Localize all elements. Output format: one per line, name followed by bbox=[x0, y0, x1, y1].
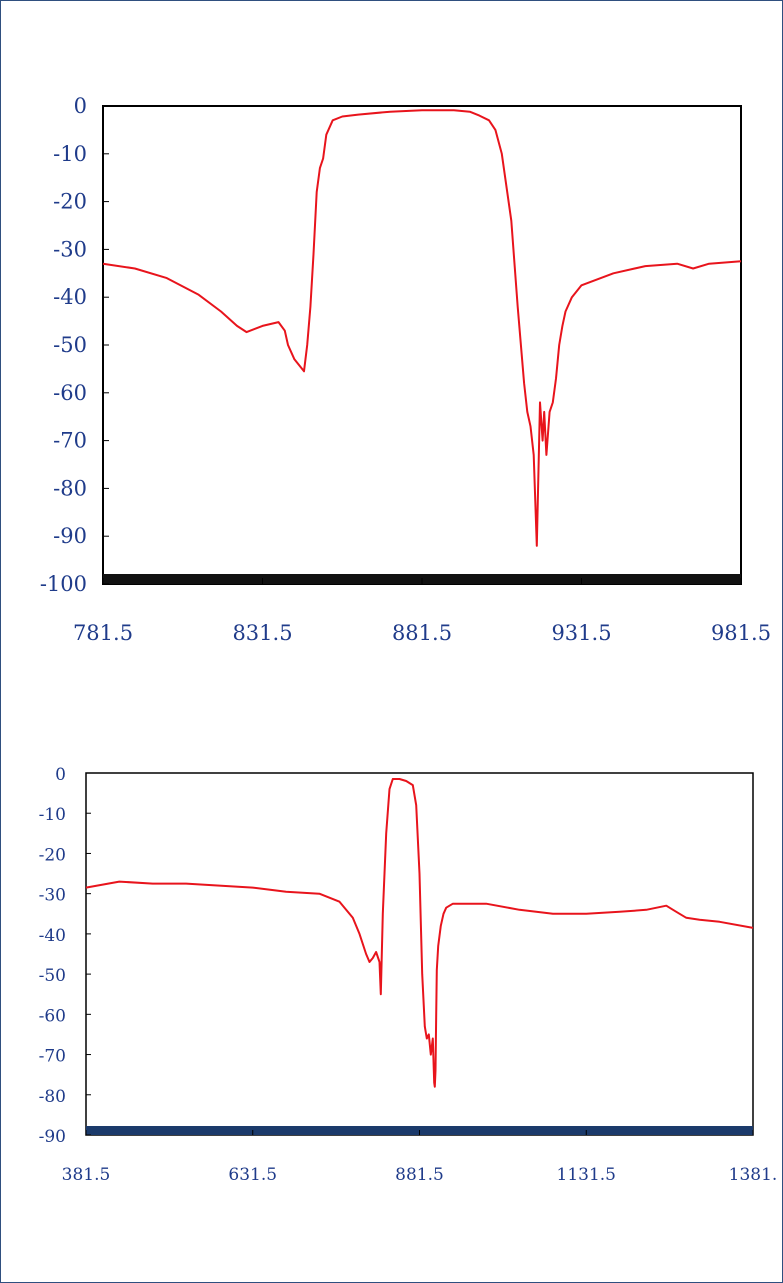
y-tick-label-2: -20 bbox=[39, 845, 66, 865]
x-tick-label-1: 831.5 bbox=[232, 621, 292, 645]
y-tick-label-1: -20 bbox=[53, 190, 87, 214]
y-tick-label-1: -50 bbox=[53, 333, 87, 357]
y-tick-label-1: -10 bbox=[53, 142, 87, 166]
x-tick-label-2: 1131.5 bbox=[557, 1165, 616, 1185]
y-tick-label-2: -50 bbox=[39, 966, 66, 986]
y-tick-label-1: -70 bbox=[53, 429, 87, 453]
x-tick-label-1: 981.5 bbox=[711, 621, 771, 645]
y-tick-label-2: -40 bbox=[39, 926, 66, 946]
y-tick-label-2: -80 bbox=[39, 1087, 66, 1107]
x-tick-label-2: 881.5 bbox=[395, 1165, 444, 1185]
y-tick-label-1: -60 bbox=[53, 381, 87, 405]
y-tick-label-2: -90 bbox=[39, 1127, 66, 1147]
plot-area-2 bbox=[85, 772, 754, 1136]
x-tick-label-1: 781.5 bbox=[73, 621, 133, 645]
x-tick-label-2: 381.5 bbox=[62, 1165, 111, 1185]
y-tick-label-1: -30 bbox=[53, 237, 87, 261]
series-line-2-1 bbox=[85, 778, 754, 1088]
y-tick-label-1: -100 bbox=[40, 572, 87, 596]
x-tick-label-1: 881.5 bbox=[392, 621, 452, 645]
x-tick-label-1: 931.5 bbox=[551, 621, 611, 645]
x-tick-label-2: 1381. bbox=[729, 1165, 778, 1185]
x-tick-label-2: 631.5 bbox=[228, 1165, 277, 1185]
series-line-1-1 bbox=[102, 109, 742, 547]
y-tick-label-1: 0 bbox=[74, 94, 87, 118]
y-tick-label-1: -90 bbox=[53, 524, 87, 548]
y-tick-label-1: -80 bbox=[53, 476, 87, 500]
plot-area-1 bbox=[102, 105, 742, 585]
y-tick-label-2: -70 bbox=[39, 1047, 66, 1067]
y-tick-label-2: -10 bbox=[39, 805, 66, 825]
y-tick-label-2: -30 bbox=[39, 886, 66, 906]
y-tick-label-2: 0 bbox=[55, 765, 66, 785]
y-tick-label-1: -40 bbox=[53, 285, 87, 309]
y-tick-label-2: -60 bbox=[39, 1006, 66, 1026]
